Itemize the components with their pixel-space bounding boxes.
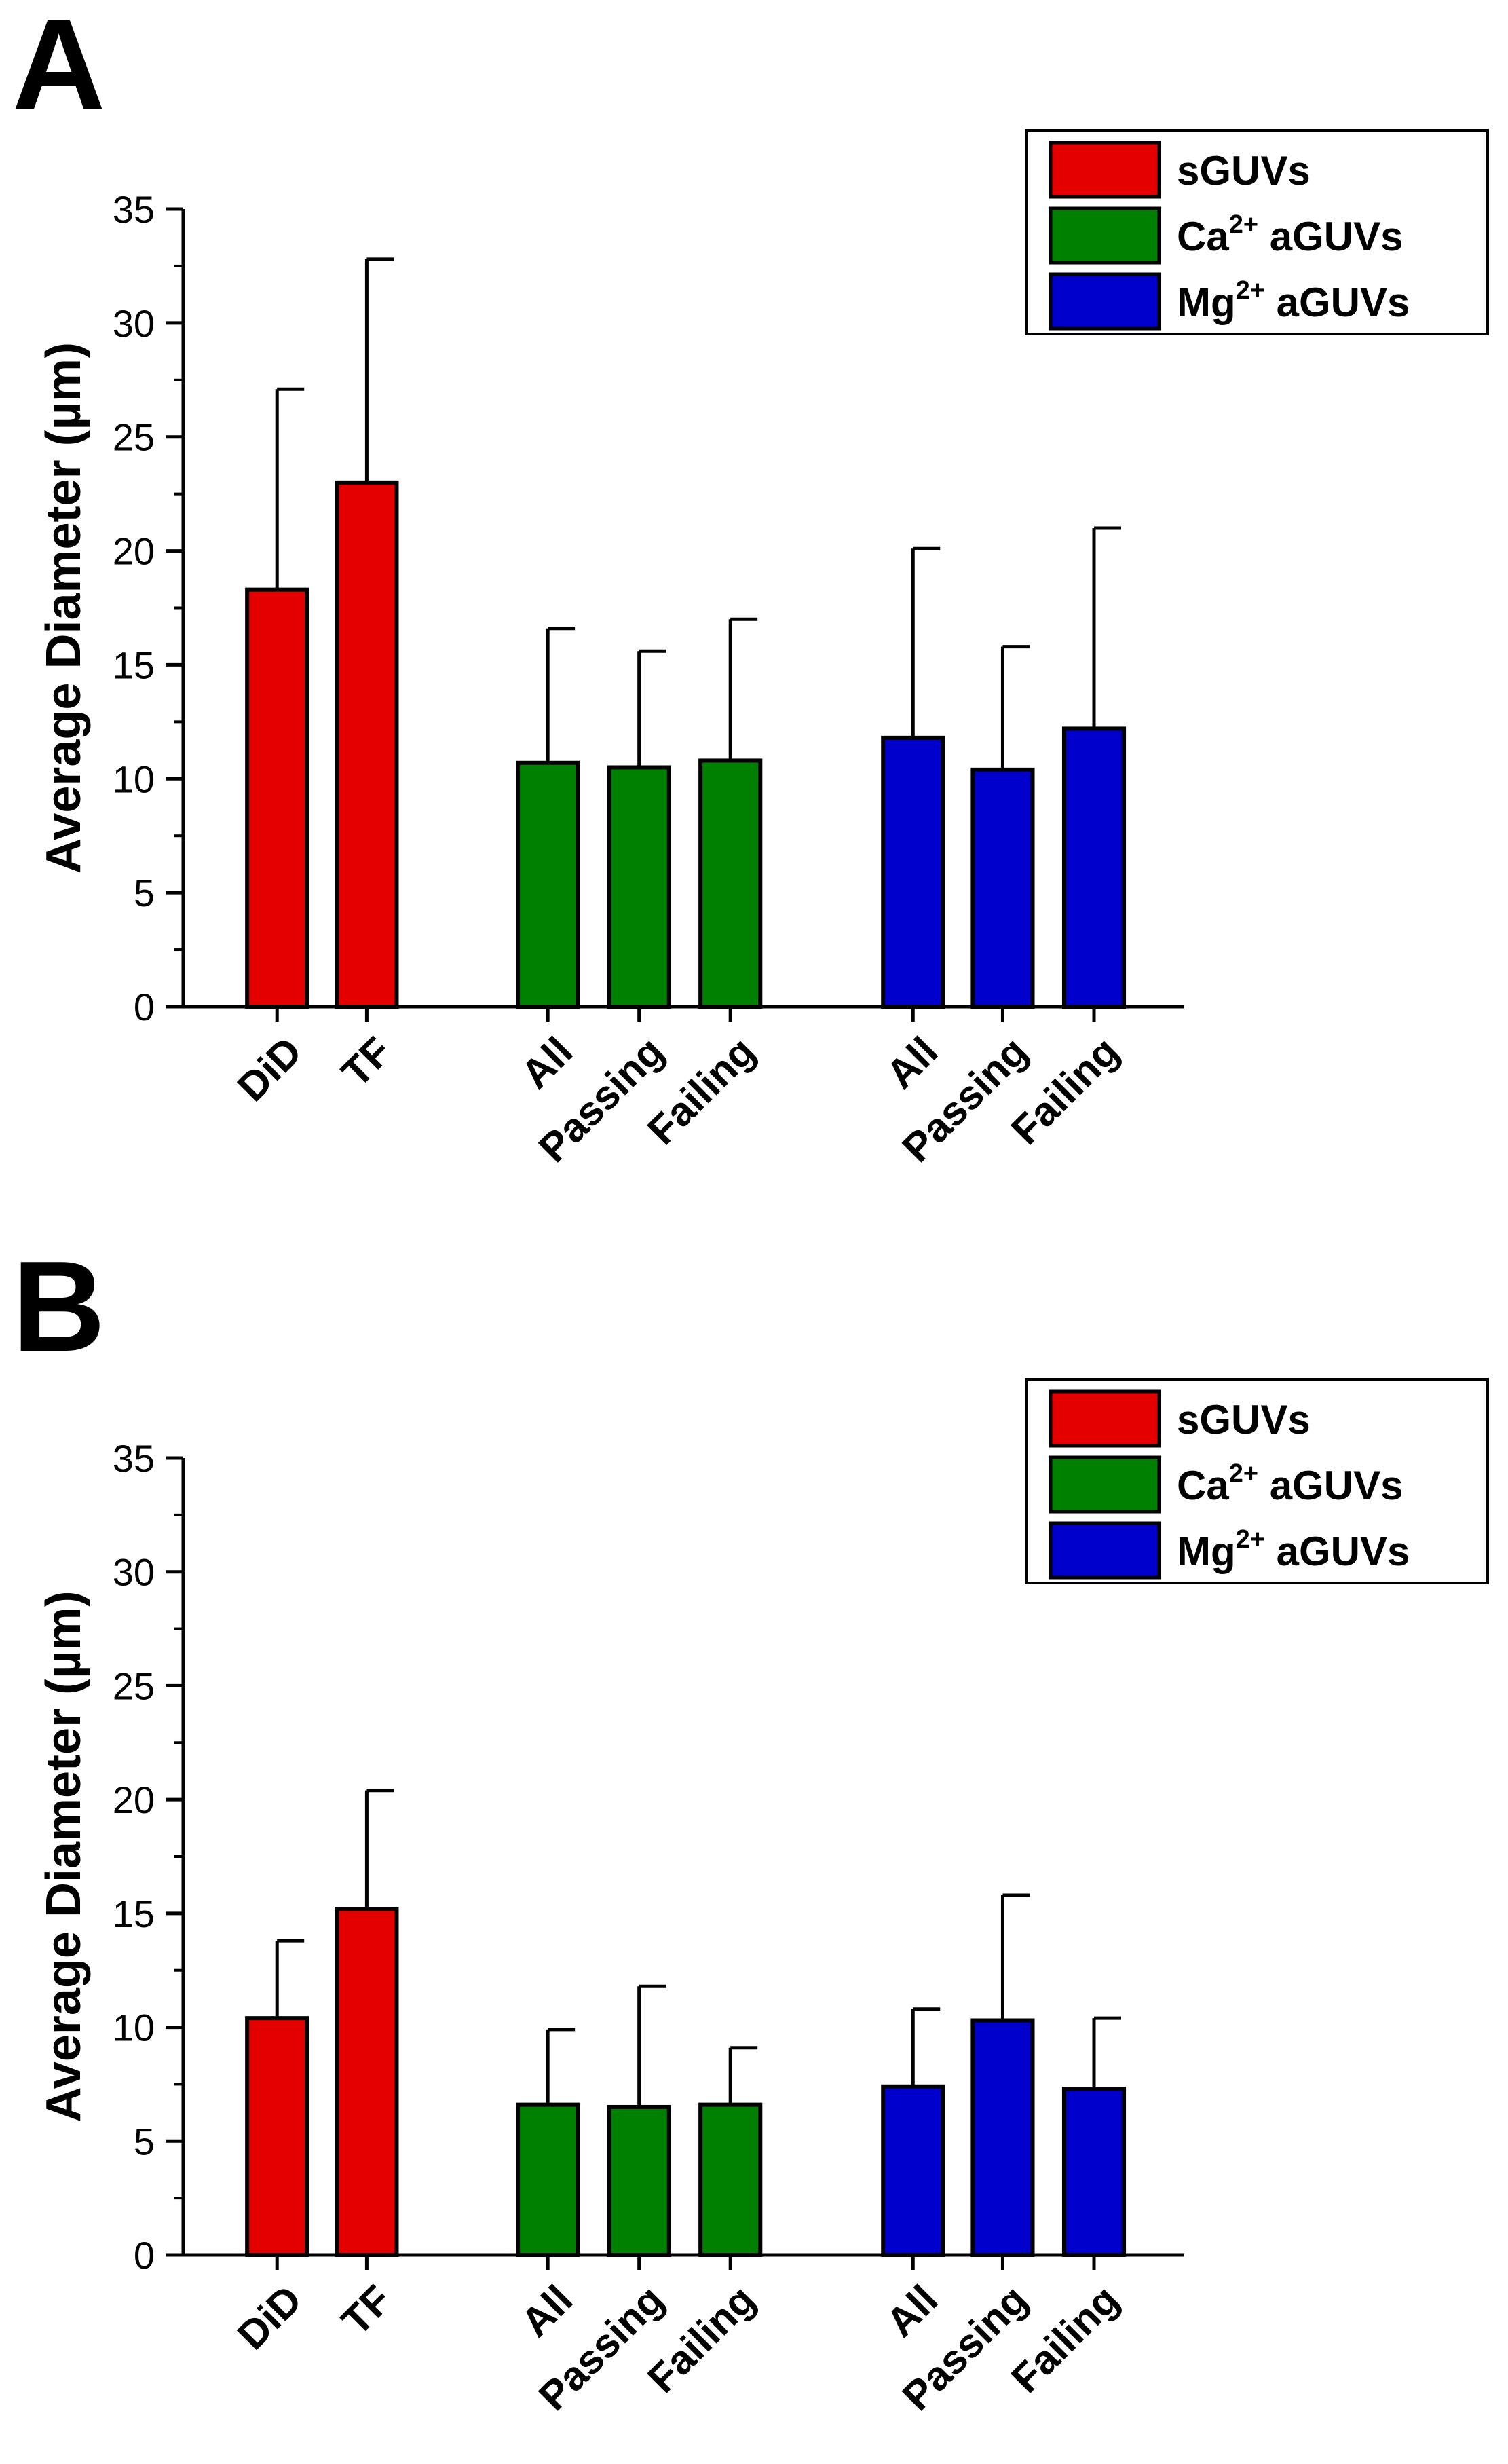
legend-label: Ca2+ aGUVs xyxy=(1177,210,1403,259)
legend-swatch xyxy=(1049,272,1161,331)
legend-swatch xyxy=(1049,141,1161,199)
y-tick-label: 25 xyxy=(113,1664,155,1707)
legend-label: Ca2+ aGUVs xyxy=(1177,1459,1403,1508)
y-tick-label: 10 xyxy=(113,2006,155,2049)
bar xyxy=(1061,726,1127,1009)
category-label: DiD xyxy=(229,2277,310,2358)
bar xyxy=(516,760,580,1009)
y-tick-label: 5 xyxy=(134,872,155,914)
panel-letter: A xyxy=(12,0,105,136)
chart-panel-b: B Average Diameter (µm) 0 5 10 15 20 25 30 35 DiD T… xyxy=(12,1235,1489,2419)
legend-swatch xyxy=(1049,1389,1161,1448)
legend-label: Mg2+ aGUVs xyxy=(1177,1525,1410,1574)
panel-letter: B xyxy=(12,1235,105,1379)
category-label: TF xyxy=(333,2277,400,2344)
bar xyxy=(245,2016,309,2257)
category-label: All xyxy=(878,1028,947,1098)
legend-label: sGUVs xyxy=(1177,148,1311,193)
bar xyxy=(335,480,399,1009)
legend-swatch xyxy=(1049,1521,1161,1580)
bar xyxy=(970,767,1035,1009)
y-axis-title: Average Diameter (µm) xyxy=(37,1590,91,2122)
y-tick-label: 0 xyxy=(134,986,155,1028)
y-tick-label: 25 xyxy=(113,416,155,459)
legend-label: sGUVs xyxy=(1177,1397,1311,1442)
y-axis-title: Average Diameter (µm) xyxy=(37,342,91,874)
category-label: TF xyxy=(333,1028,400,1096)
chart-panel-a: A Average Diameter (µm) 0 5 10 15 20 25 30 35 DiD T… xyxy=(12,0,1489,1171)
y-tick-label: 35 xyxy=(113,188,155,231)
y-tick-label: 15 xyxy=(113,643,155,686)
category-label: All xyxy=(512,1028,582,1098)
y-tick-label: 10 xyxy=(113,758,155,800)
category-label: DiD xyxy=(229,1028,310,1110)
category-label: All xyxy=(512,2277,582,2346)
bar xyxy=(698,2102,763,2258)
legend-label: Mg2+ aGUVs xyxy=(1177,276,1410,325)
bar xyxy=(698,758,763,1009)
legend-swatch xyxy=(1049,1455,1161,1514)
bar xyxy=(881,735,945,1009)
bar xyxy=(607,2104,671,2257)
y-tick-label: 0 xyxy=(134,2234,155,2277)
y-tick-label: 35 xyxy=(113,1437,155,1480)
bar xyxy=(516,2102,580,2258)
y-tick-label: 5 xyxy=(134,2120,155,2163)
bar xyxy=(245,587,309,1009)
legend-swatch xyxy=(1049,206,1161,265)
bar xyxy=(881,2084,945,2258)
bar xyxy=(607,765,671,1009)
bar xyxy=(970,2018,1035,2257)
bar xyxy=(335,1907,399,2258)
category-label: All xyxy=(878,2277,947,2346)
y-tick-label: 15 xyxy=(113,1892,155,1935)
bar xyxy=(1061,2087,1127,2258)
y-tick-label: 20 xyxy=(113,530,155,573)
y-tick-label: 20 xyxy=(113,1778,155,1821)
y-tick-label: 30 xyxy=(113,1551,155,1594)
y-tick-label: 30 xyxy=(113,302,155,345)
